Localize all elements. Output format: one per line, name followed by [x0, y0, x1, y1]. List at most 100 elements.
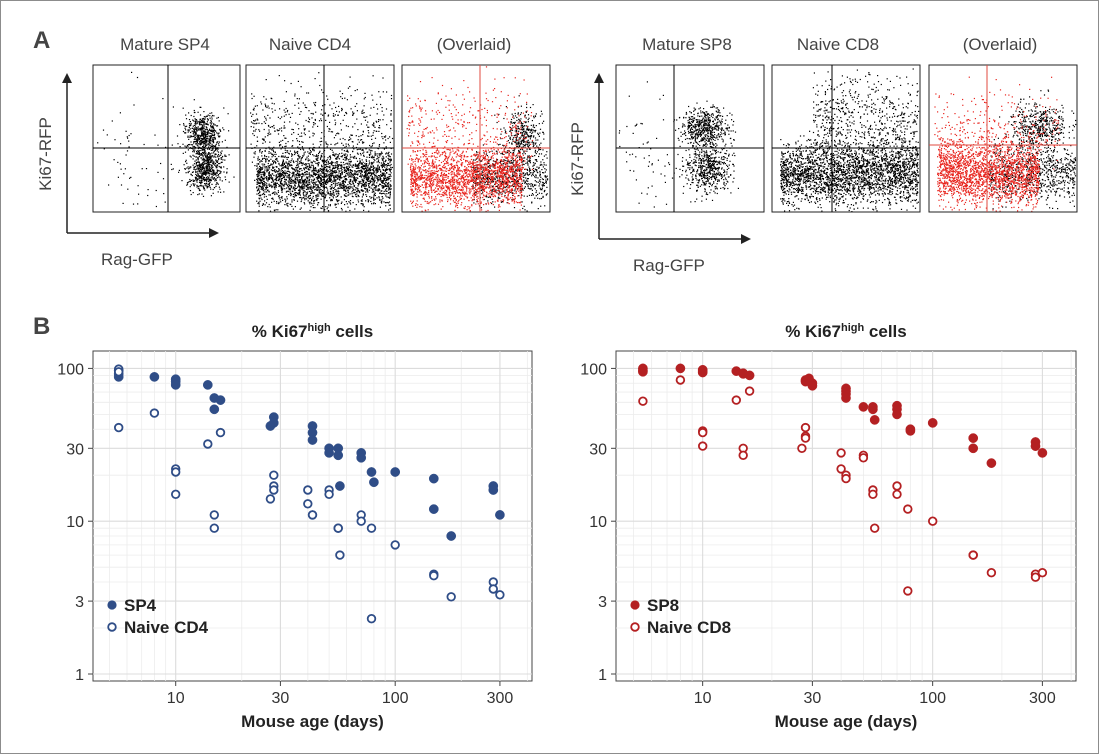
flow-event — [372, 190, 374, 193]
flow-event — [343, 166, 345, 169]
flow-event — [372, 169, 374, 171]
flow-event — [223, 191, 225, 193]
flow-event — [504, 148, 506, 150]
flow-event — [390, 160, 392, 162]
flow-event — [378, 125, 381, 127]
flow-event — [367, 135, 369, 137]
flow-event — [379, 199, 381, 201]
flow-event — [331, 181, 333, 183]
flow-event — [309, 159, 311, 161]
flow-event — [383, 182, 385, 185]
flow-event — [341, 152, 343, 154]
flow-event — [307, 181, 309, 183]
flow-event — [352, 196, 354, 198]
flow-event — [308, 163, 311, 165]
flow-event — [285, 145, 287, 147]
flow-event — [368, 180, 370, 182]
flow-event — [212, 160, 214, 162]
flow-event — [304, 134, 306, 136]
flow-event — [259, 130, 261, 132]
flow-event — [259, 178, 261, 180]
flow-event — [206, 161, 208, 163]
flow-event — [284, 137, 286, 139]
flow-event — [278, 170, 280, 172]
flow-event — [390, 98, 393, 100]
flow-event — [295, 166, 297, 169]
flow-event — [196, 136, 199, 138]
flow-event — [309, 176, 311, 178]
flow-event — [301, 146, 303, 148]
flow-event — [294, 93, 296, 95]
flow-event — [204, 118, 206, 120]
flow-event — [331, 193, 333, 195]
flow-event — [205, 134, 207, 136]
flow-event — [341, 108, 343, 110]
flow-event — [381, 185, 383, 187]
flow-event — [494, 160, 496, 163]
flow-event — [206, 155, 208, 157]
flow-event — [302, 187, 305, 189]
flow-event — [215, 167, 217, 169]
flow-event — [273, 153, 275, 155]
flow-event — [539, 187, 541, 189]
flow-event — [184, 127, 186, 129]
flow-event — [329, 194, 331, 196]
flow-event — [338, 164, 340, 166]
flow-event — [257, 119, 259, 121]
flow-event — [265, 159, 267, 161]
flow-event — [295, 194, 297, 196]
flow-event — [265, 158, 267, 160]
flow-event — [208, 159, 210, 161]
flow-event — [201, 148, 203, 150]
flow-event — [274, 188, 276, 190]
flow-event — [335, 174, 337, 176]
flow-event — [183, 123, 185, 125]
flow-event — [344, 178, 346, 180]
flow-event — [211, 140, 213, 142]
flow-event — [206, 141, 208, 143]
flow-event — [360, 180, 362, 182]
flow-event — [340, 155, 342, 158]
flow-event — [349, 136, 351, 138]
flow-event — [210, 188, 212, 190]
flow-event — [290, 164, 292, 166]
flow-event — [338, 199, 340, 201]
flow-event — [367, 191, 369, 193]
flow-event — [274, 151, 276, 153]
flow-event — [365, 174, 367, 176]
flow-event — [492, 201, 494, 203]
flow-event — [262, 173, 264, 175]
flow-event — [334, 188, 336, 191]
flow-event — [357, 194, 359, 197]
flow-event — [215, 172, 217, 174]
flow-event — [338, 193, 340, 195]
flow-event — [262, 165, 264, 167]
flow-event — [274, 169, 276, 171]
flow-event — [330, 174, 332, 176]
flow-event — [390, 163, 392, 166]
flow-event — [299, 194, 301, 196]
flow-event — [207, 178, 209, 180]
flow-event — [258, 158, 261, 161]
flow-event — [308, 195, 310, 197]
flow-event — [308, 196, 310, 198]
flow-event — [364, 174, 366, 176]
flow-event — [347, 206, 349, 208]
flow-event — [361, 199, 363, 201]
flow-event — [296, 169, 298, 171]
flow-event — [269, 117, 271, 119]
flow-event — [301, 181, 304, 183]
flow-event — [368, 185, 370, 187]
flow-event — [204, 179, 207, 181]
flow-event — [284, 145, 286, 148]
flow-event — [297, 102, 300, 104]
flow-event — [226, 171, 228, 173]
flow-event — [194, 131, 196, 133]
flow-event — [273, 174, 275, 177]
flow-event — [535, 174, 537, 176]
flow-event — [368, 177, 370, 179]
flow-event — [363, 98, 365, 100]
flow-event — [343, 164, 345, 166]
flow-event — [473, 199, 475, 201]
flow-event — [386, 193, 388, 195]
